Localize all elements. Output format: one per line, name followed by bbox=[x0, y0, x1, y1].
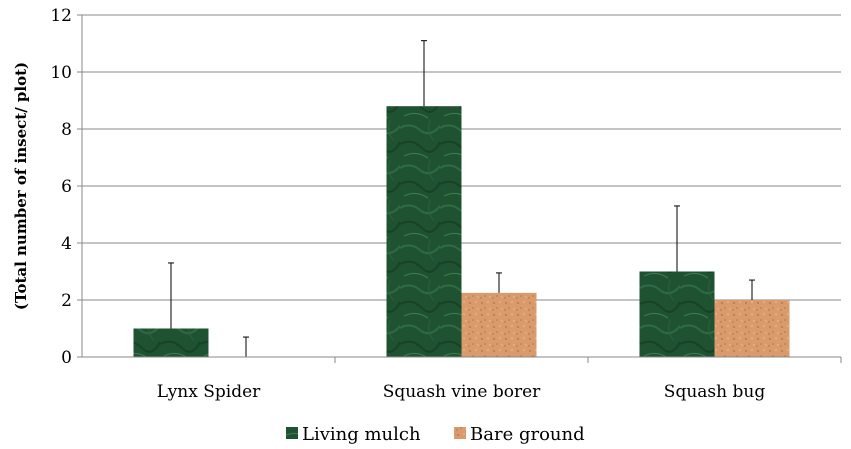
bar-bare-ground bbox=[714, 300, 790, 357]
y-tick-label: 12 bbox=[50, 6, 72, 26]
bar-living-mulch bbox=[133, 328, 209, 357]
legend-label-bare-ground: Bare ground bbox=[470, 424, 585, 445]
category-labels: Lynx Spider Squash vine borer Squash bug bbox=[157, 357, 842, 402]
bar-bare-ground bbox=[461, 292, 537, 357]
bars bbox=[133, 106, 790, 357]
y-tick-label: 4 bbox=[61, 234, 72, 254]
y-tick-label: 10 bbox=[50, 63, 72, 83]
y-tick-label: 2 bbox=[61, 291, 72, 311]
legend-swatch-living-mulch bbox=[286, 427, 298, 439]
bar-living-mulch bbox=[639, 271, 715, 357]
y-tick-label: 0 bbox=[61, 348, 72, 368]
error-bars bbox=[168, 40, 755, 357]
legend-swatch-bare-ground bbox=[454, 427, 466, 439]
category-label: Squash vine borer bbox=[383, 382, 541, 402]
legend: Living mulch Bare ground bbox=[286, 424, 585, 445]
y-tick-label: 8 bbox=[61, 120, 72, 140]
y-tick-label: 6 bbox=[61, 177, 72, 197]
y-tick-labels: 0 2 4 6 8 10 12 bbox=[50, 6, 82, 368]
legend-label-living-mulch: Living mulch bbox=[302, 424, 421, 445]
bar-living-mulch bbox=[386, 106, 462, 357]
y-axis-label: (Total number of insect/ plot) bbox=[12, 62, 30, 310]
category-label: Squash bug bbox=[664, 382, 766, 402]
category-label: Lynx Spider bbox=[157, 382, 261, 402]
